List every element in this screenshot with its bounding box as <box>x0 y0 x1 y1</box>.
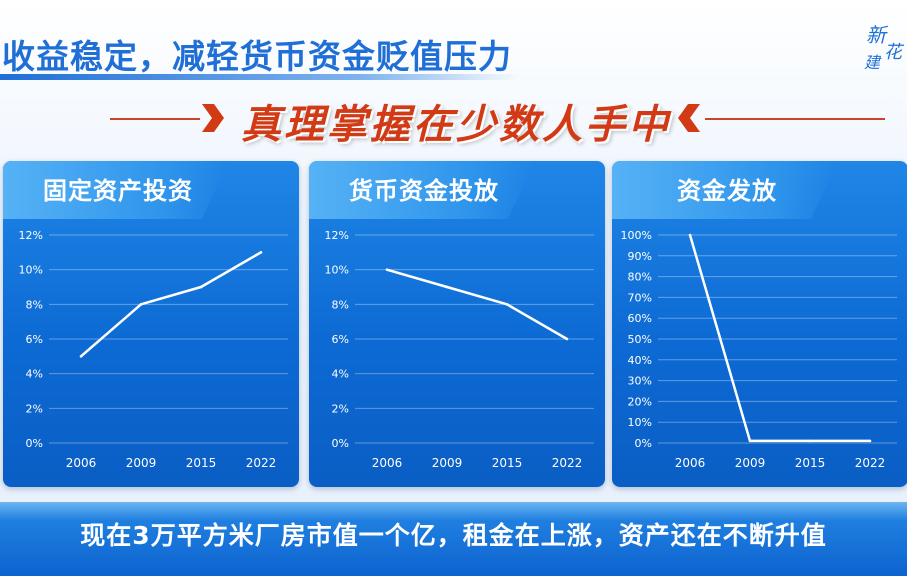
data-point <box>688 233 692 237</box>
y-tick-label: 6% <box>26 333 43 346</box>
chart-title: 固定资产投资 <box>43 177 193 205</box>
y-tick-label: 12% <box>19 229 43 242</box>
y-tick-label: 40% <box>628 354 652 367</box>
data-point <box>808 439 812 443</box>
x-tick-label: 2015 <box>186 456 217 470</box>
y-tick-label: 8% <box>26 298 43 311</box>
svg-text:新: 新 <box>866 23 889 47</box>
chart-title-tab <box>612 161 838 219</box>
svg-text:花: 花 <box>884 42 905 63</box>
banner-chevron-right-icon <box>678 104 700 132</box>
y-tick-label: 50% <box>628 333 652 346</box>
brand-logo: 新 花 建 <box>858 18 906 76</box>
data-point <box>139 303 143 306</box>
data-point <box>748 439 752 443</box>
data-point <box>385 268 389 271</box>
y-tick-label: 90% <box>628 250 652 263</box>
y-tick-label: 6% <box>332 333 349 346</box>
data-point <box>565 337 569 341</box>
y-tick-label: 0% <box>635 437 652 450</box>
y-tick-label: 2% <box>26 402 43 415</box>
y-tick-label: 30% <box>628 375 652 388</box>
footer-band <box>0 502 907 576</box>
data-point <box>79 355 83 358</box>
data-point <box>259 251 263 254</box>
chart-card-money-supply: 货币资金投放 0% 2% 4% 6% 8% 10% 12% 2006 2009 2015 2022 <box>309 161 605 487</box>
x-tick-label: 2015 <box>492 456 523 470</box>
y-tick-label: 0% <box>332 437 349 450</box>
x-tick-label: 2022 <box>246 456 277 470</box>
x-tick-label: 2015 <box>795 456 826 470</box>
series-line <box>688 234 870 443</box>
line-chart: 0% 2% 4% 6% 8% 10% 12% 2006 2009 2015 2022 <box>325 229 594 470</box>
y-tick-label: 12% <box>325 229 349 242</box>
brand-logo-icon: 新 花 建 <box>864 23 905 72</box>
y-tick-label: 20% <box>628 395 652 408</box>
y-tick-label: 100% <box>621 229 652 242</box>
headline: 收益稳定，减轻货币资金贬值压力 <box>2 37 512 76</box>
headline-underline <box>0 74 520 80</box>
y-tick-label: 2% <box>332 402 349 415</box>
y-tick-label: 10% <box>325 264 349 277</box>
line-chart: 0% 2% 4% 6% 8% 10% 12% 2006 2009 2015 2022 <box>19 229 288 470</box>
chart-card-fixed-asset-investment: 固定资产投资 0% 2% 4% 6% 8% 10% 12% 2006 2009 2015 2022 <box>3 161 299 487</box>
y-tick-label: 8% <box>332 298 349 311</box>
y-tick-label: 0% <box>26 437 43 450</box>
chart-card-fund-issuance: 资金发放 0% 10% 20% 30% 40% 50% 60% 70% 80% 90% 100% 20… <box>612 161 907 487</box>
data-point <box>445 285 449 289</box>
x-tick-label: 2009 <box>735 456 766 470</box>
y-tick-label: 70% <box>628 291 652 304</box>
footer-caption: 现在3万平方米厂房市值一个亿，租金在上涨，资产还在不断升值 <box>80 521 827 550</box>
chart-title: 货币资金投放 <box>349 177 499 205</box>
x-tick-label: 2006 <box>675 456 706 470</box>
series-line <box>80 251 262 358</box>
x-tick-label: 2009 <box>126 456 157 470</box>
y-tick-label: 4% <box>26 368 43 381</box>
data-point <box>199 285 203 289</box>
data-point <box>505 303 509 306</box>
chart-title-tab <box>3 161 229 219</box>
banner-slogan: 真理掌握在少数人手中 <box>241 101 671 148</box>
x-tick-label: 2006 <box>372 456 403 470</box>
x-tick-label: 2022 <box>855 456 886 470</box>
svg-text:建: 建 <box>864 53 882 72</box>
banner-chevron-left-icon <box>202 104 224 132</box>
y-tick-label: 10% <box>628 416 652 429</box>
data-point <box>868 439 872 443</box>
banner-line-left <box>110 118 200 120</box>
x-tick-label: 2009 <box>432 456 463 470</box>
x-tick-label: 2022 <box>552 456 583 470</box>
chart-title-tab <box>309 161 535 219</box>
series-line <box>386 268 568 341</box>
y-tick-label: 4% <box>332 368 349 381</box>
y-tick-label: 10% <box>19 264 43 277</box>
y-tick-label: 80% <box>628 271 652 284</box>
line-chart: 0% 10% 20% 30% 40% 50% 60% 70% 80% 90% 100% 2006 200… <box>621 229 897 470</box>
banner-line-right <box>705 118 885 120</box>
y-tick-label: 60% <box>628 312 652 325</box>
x-tick-label: 2006 <box>66 456 97 470</box>
chart-title: 资金发放 <box>677 177 777 205</box>
